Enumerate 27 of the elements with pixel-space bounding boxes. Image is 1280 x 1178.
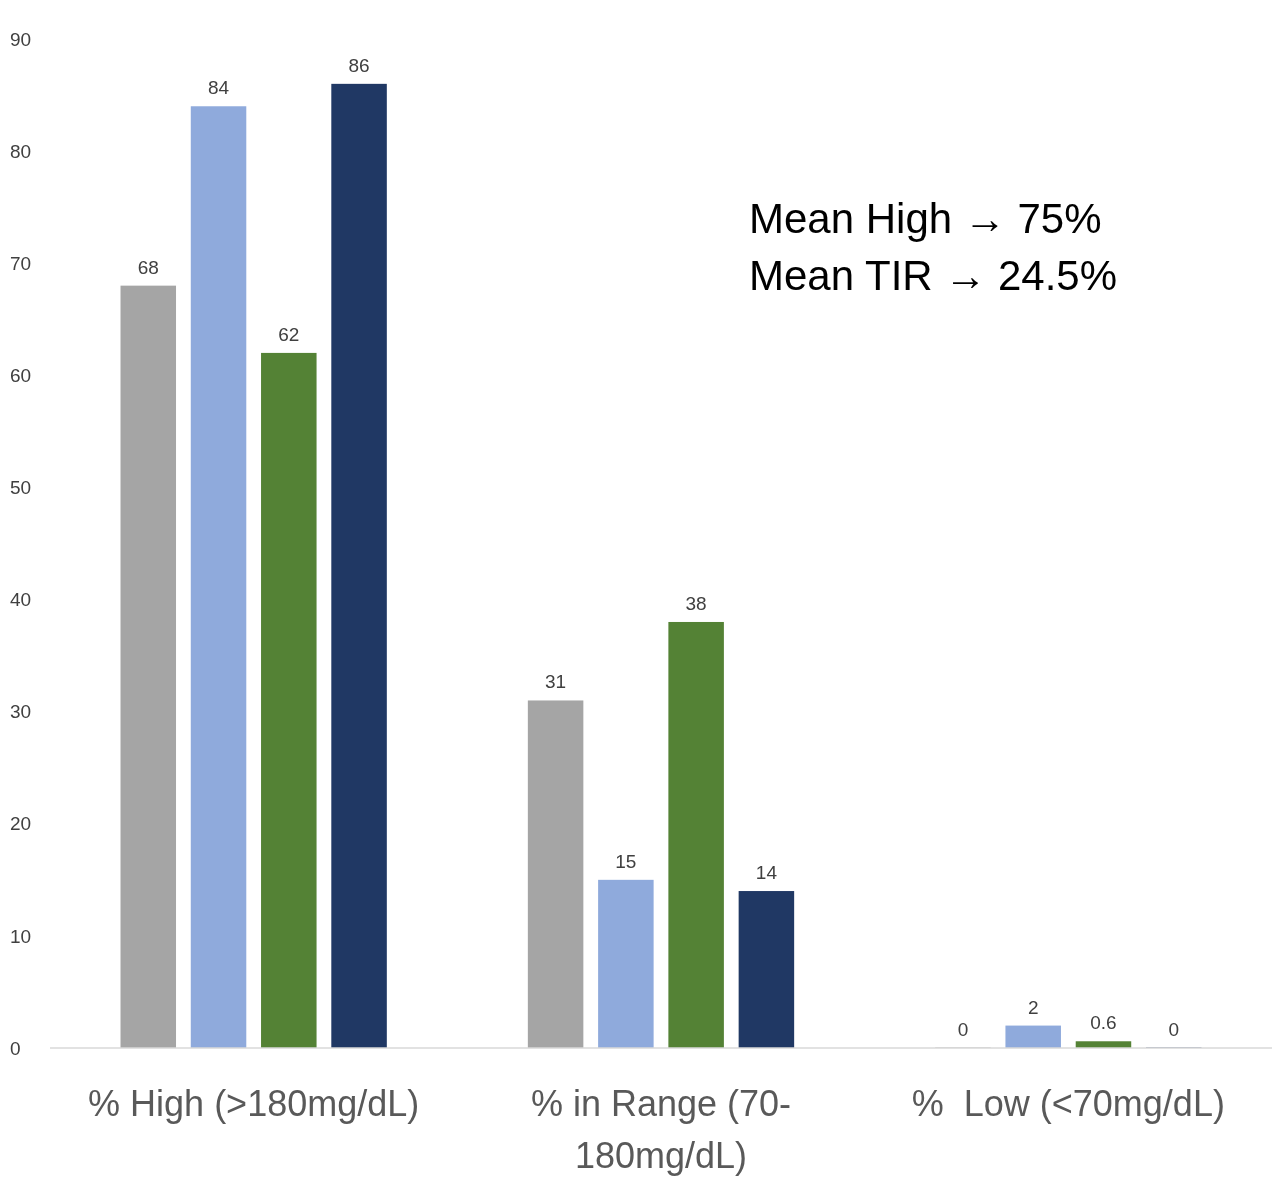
x-tick-label: % Low (<70mg/dL) xyxy=(911,1083,1225,1124)
x-tick-label: % in Range (70-180mg/dL) xyxy=(530,1083,792,1176)
data-label: 38 xyxy=(685,592,707,614)
y-tick-label: 90 xyxy=(10,28,32,50)
y-tick-label: 20 xyxy=(10,813,32,835)
y-tick-label: 0 xyxy=(10,1037,21,1059)
data-label: 2 xyxy=(1027,996,1039,1018)
data-label: 31 xyxy=(545,671,567,693)
data-label: 14 xyxy=(755,862,778,884)
y-tick-label: 50 xyxy=(10,477,32,499)
annotation: Mean High → 75% xyxy=(749,194,1102,242)
y-tick-label: 80 xyxy=(10,140,32,162)
y-tick-label: 30 xyxy=(10,701,32,723)
annotation: Mean TIR → 24.5% xyxy=(749,251,1118,299)
data-label: 15 xyxy=(615,850,637,872)
x-tick-label: % High (>180mg/dL) xyxy=(88,1083,420,1124)
data-label: 68 xyxy=(137,256,159,278)
data-label: 0 xyxy=(957,1019,969,1040)
data-label: 84 xyxy=(207,77,230,99)
data-label: 62 xyxy=(278,323,300,345)
y-tick-label: 70 xyxy=(10,252,32,274)
y-tick-label: 40 xyxy=(10,589,32,611)
y-tick-label: 60 xyxy=(10,364,32,386)
y-tick-label: 10 xyxy=(10,925,32,947)
data-label: 0 xyxy=(1168,1019,1180,1040)
data-label: 0.6 xyxy=(1090,1012,1117,1034)
data-label: 86 xyxy=(348,54,370,76)
